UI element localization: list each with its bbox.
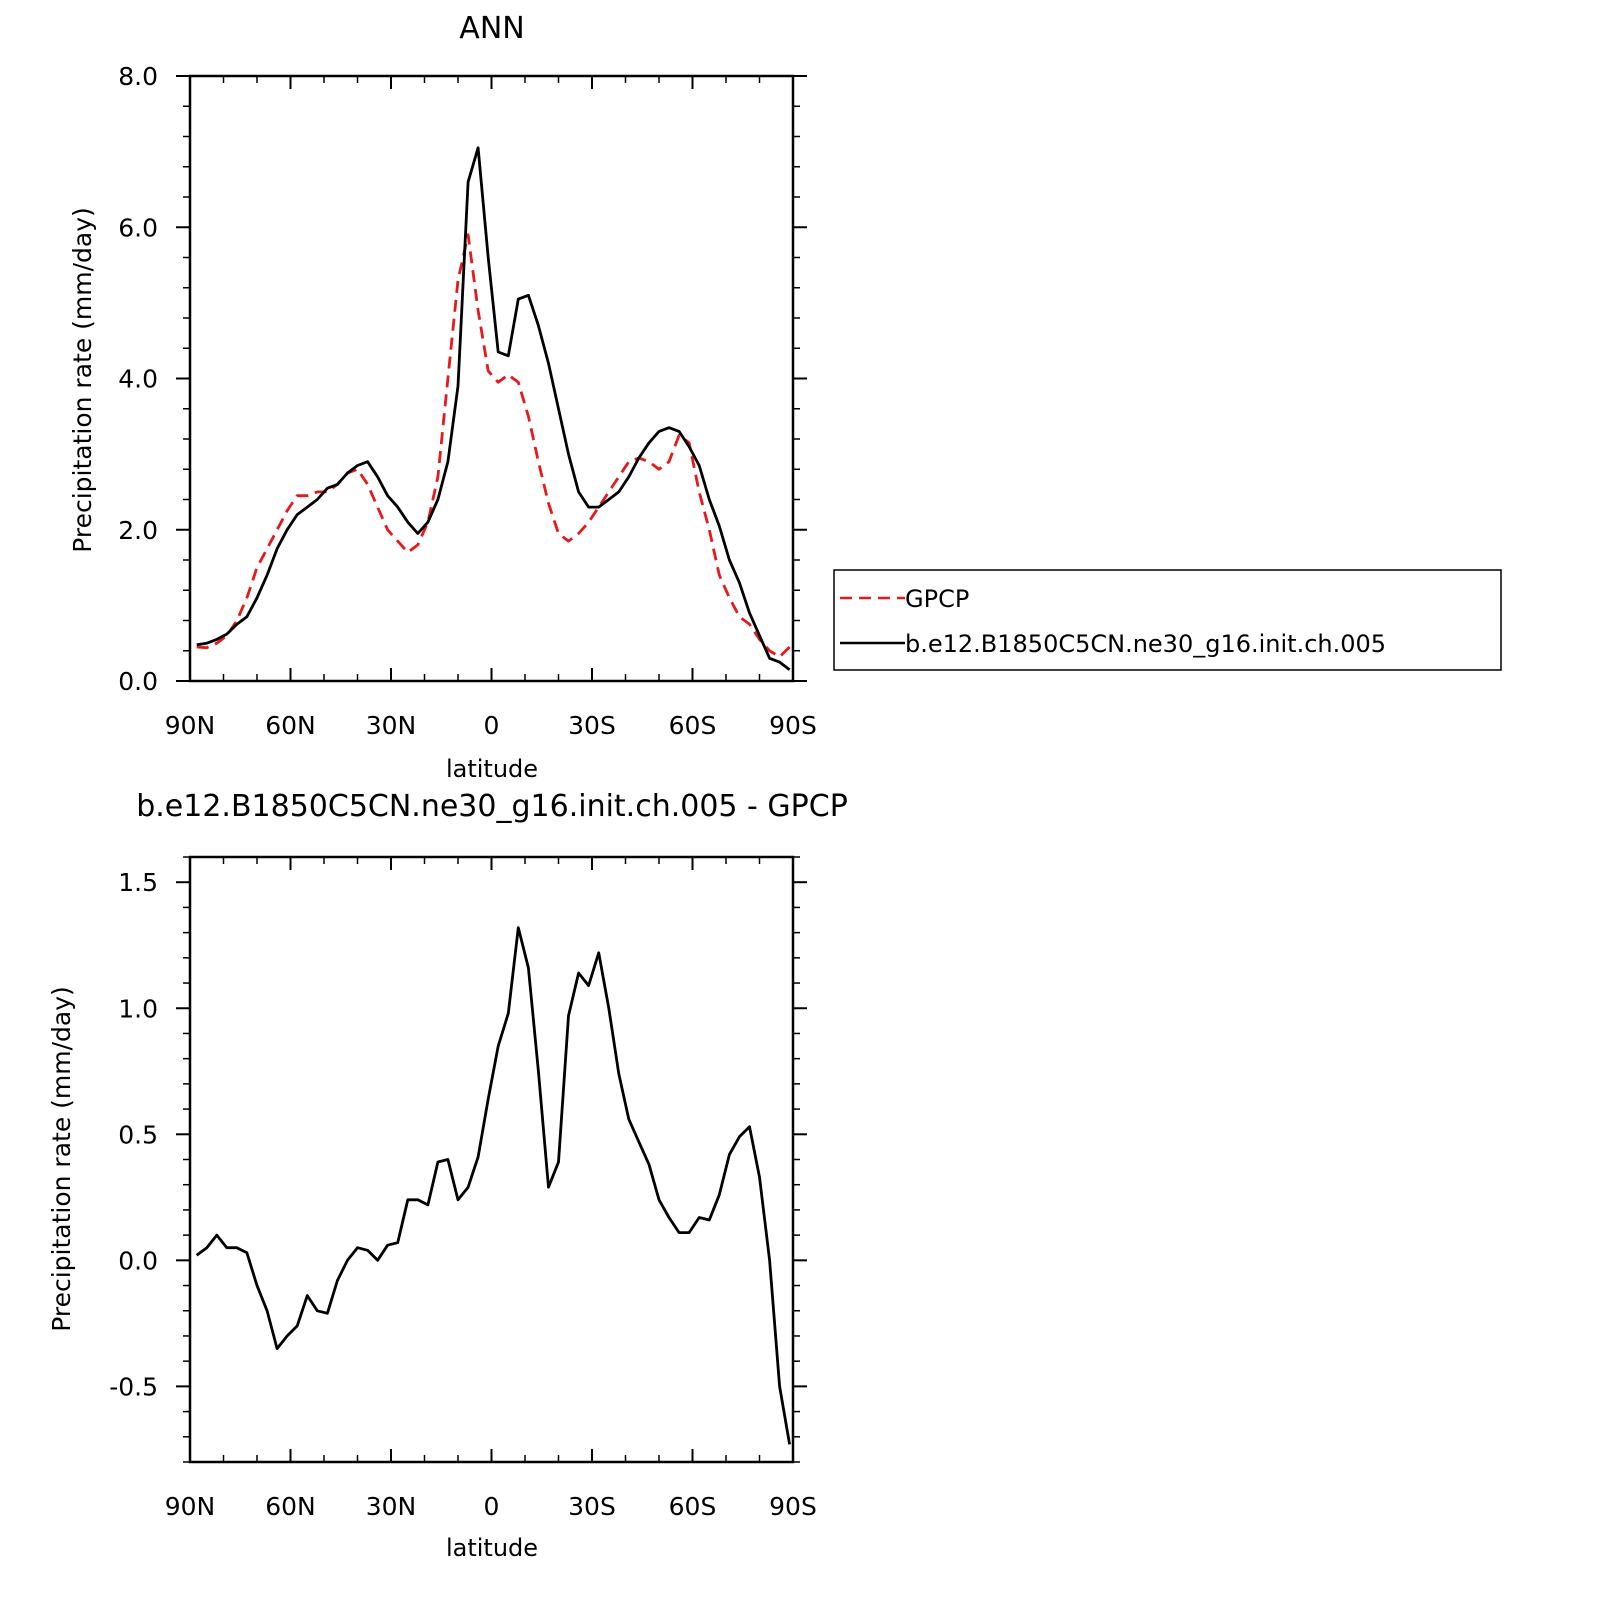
chart-title: b.e12.B1850C5CN.ne30_g16.init.ch.005 - G… xyxy=(136,789,848,824)
y-tick-label: 6.0 xyxy=(118,213,158,242)
series-lines xyxy=(196,146,791,671)
chart-panel-difference: b.e12.B1850C5CN.ne30_g16.init.ch.005 - G… xyxy=(47,789,848,1562)
y-axis-label: Precipitation rate (mm/day) xyxy=(68,207,97,553)
y-tick-label: 0.5 xyxy=(118,1120,158,1149)
x-tick-label: 0 xyxy=(484,1492,500,1521)
x-tick-label: 90S xyxy=(769,1492,817,1521)
x-tick-labels: 90N 60N 30N 0 30S 60S 90S xyxy=(165,1492,817,1521)
x-axis-label: latitude xyxy=(446,755,538,783)
series-line-0 xyxy=(195,926,791,1445)
y-tick-label: 8.0 xyxy=(118,62,158,91)
x-tick-label: 30S xyxy=(568,1492,616,1521)
y-tick-label: -0.5 xyxy=(109,1372,158,1401)
axis-ticks xyxy=(176,75,807,682)
x-tick-label: 90N xyxy=(165,1492,216,1521)
x-tick-label: 0 xyxy=(484,711,500,740)
plot-frame xyxy=(188,855,795,1464)
series-line-1 xyxy=(196,146,791,671)
x-tick-label: 60S xyxy=(669,711,717,740)
legend-box xyxy=(833,569,1502,671)
series-lines xyxy=(195,926,791,1445)
y-tick-label: 0.0 xyxy=(118,1246,158,1275)
x-tick-labels: 90N 60N 30N 0 30S 60S 90S xyxy=(165,711,817,740)
x-tick-label: 30N xyxy=(366,711,417,740)
x-tick-label: 60N xyxy=(265,711,316,740)
legend-label-gpcp: GPCP xyxy=(905,585,969,613)
legend: GPCP b.e12.B1850C5CN.ne30_g16.init.ch.00… xyxy=(833,569,1502,671)
chart-title: ANN xyxy=(459,11,524,46)
y-tick-label: 4.0 xyxy=(118,365,158,394)
plot-frame xyxy=(188,74,795,683)
y-tick-label: 0.0 xyxy=(118,667,158,696)
x-tick-label: 60N xyxy=(265,1492,316,1521)
y-tick-label: 2.0 xyxy=(118,516,158,545)
axis-ticks xyxy=(176,856,807,1463)
x-tick-label: 60S xyxy=(669,1492,717,1521)
y-tick-label: 1.0 xyxy=(118,994,158,1023)
x-axis-label: latitude xyxy=(446,1534,538,1562)
y-axis-label: Precipitation rate (mm/day) xyxy=(47,986,76,1332)
y-tick-labels: 0.0 2.0 4.0 6.0 8.0 xyxy=(118,62,158,696)
chart-panel-ann: ANN 0.02.04.06.08.0 90N 60N 30N 0 30S 60S 90S … xyxy=(68,11,1502,783)
x-tick-label: 90N xyxy=(165,711,216,740)
y-tick-labels: -0.5 0.0 0.5 1.0 1.5 xyxy=(109,868,158,1401)
y-tick-label: 1.5 xyxy=(118,868,158,897)
legend-label-model: b.e12.B1850C5CN.ne30_g16.init.ch.005 xyxy=(905,630,1386,658)
x-tick-label: 30N xyxy=(366,1492,417,1521)
x-tick-label: 90S xyxy=(769,711,817,740)
x-tick-label: 30S xyxy=(568,711,616,740)
